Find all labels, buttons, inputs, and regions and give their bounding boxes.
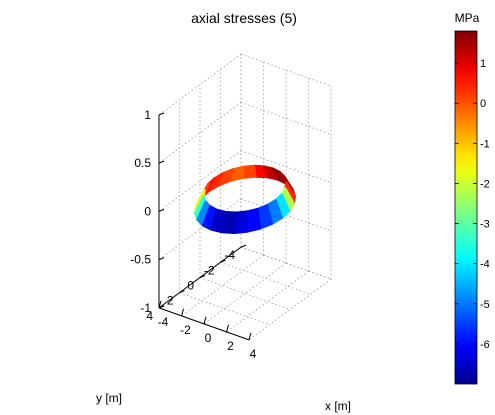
grid-line	[158, 53, 242, 116]
z-tick-mark	[158, 112, 165, 116]
grid-line	[203, 262, 287, 325]
ring-segment	[221, 211, 238, 234]
y-tick-mark	[199, 275, 206, 278]
y-tick-label: -4	[224, 248, 235, 262]
colorbar-tick-label: -3	[480, 219, 490, 231]
y-tick-mark	[179, 290, 185, 294]
z-tick-mark	[158, 257, 165, 261]
z-tick-mark	[158, 160, 165, 164]
stress-ring	[194, 164, 296, 234]
x-tick-mark	[203, 316, 207, 325]
colorbar-tick-label: 1	[480, 58, 486, 70]
colorbar-tick-label: -5	[480, 299, 490, 311]
z-tick-label: -1	[140, 301, 151, 315]
grid-line	[240, 53, 332, 87]
y-tick-mark	[220, 259, 226, 263]
z-tick-mark	[158, 305, 165, 309]
ring-segment	[245, 207, 262, 233]
grid-line	[158, 102, 242, 164]
colorbar-tick-label: 0	[480, 98, 486, 110]
y-tick-label: 4	[146, 309, 153, 323]
x-tick-mark	[181, 308, 184, 317]
colorbar: 1 0 -1 -2 -3 -4 -5 -6	[454, 30, 490, 385]
grid-line	[248, 278, 332, 341]
x-tick-mark	[158, 300, 162, 309]
colorbar-ticks: 1 0 -1 -2 -3 -4 -5 -6	[455, 58, 490, 351]
y-tick-mark	[240, 244, 247, 248]
ring-segment	[241, 164, 257, 179]
grid-line	[158, 150, 242, 212]
x-tick-mark	[226, 324, 229, 333]
z-tick-label: 1	[144, 108, 151, 122]
colorbar-tick-label: -2	[480, 178, 490, 190]
z-tick-label: 0	[144, 204, 151, 218]
colorbar-tick-label: -4	[480, 259, 490, 271]
grid-line	[226, 270, 309, 333]
x-axis-label: x [m]	[325, 399, 351, 413]
y-tick-label: -2	[204, 263, 215, 277]
y-tick-label: 2	[167, 294, 174, 308]
x-tick-label: -4	[158, 315, 169, 329]
grid-line	[158, 198, 242, 260]
axes-grid	[158, 53, 332, 341]
x-tick-mark	[248, 332, 252, 341]
y-tick-label: 0	[187, 279, 194, 293]
z-tick-label: -0.5	[130, 253, 151, 267]
x-tick-label: -2	[180, 323, 191, 337]
y-axis-label: y [m]	[96, 391, 122, 405]
colorbar-label: MPa	[455, 11, 480, 25]
z-tick-label: 0.5	[134, 156, 151, 170]
colorbar-tick-label: -1	[480, 138, 490, 150]
colorbar-gradient	[454, 30, 478, 385]
x-tick-label: 0	[205, 331, 212, 345]
colorbar-tick-label: -6	[480, 339, 490, 351]
z-tick-mark	[158, 208, 165, 212]
chart-title: axial stresses (5)	[191, 10, 297, 26]
x-tick-label: 4	[250, 347, 257, 361]
x-tick-label: 2	[227, 339, 234, 353]
grid-line	[181, 254, 264, 317]
